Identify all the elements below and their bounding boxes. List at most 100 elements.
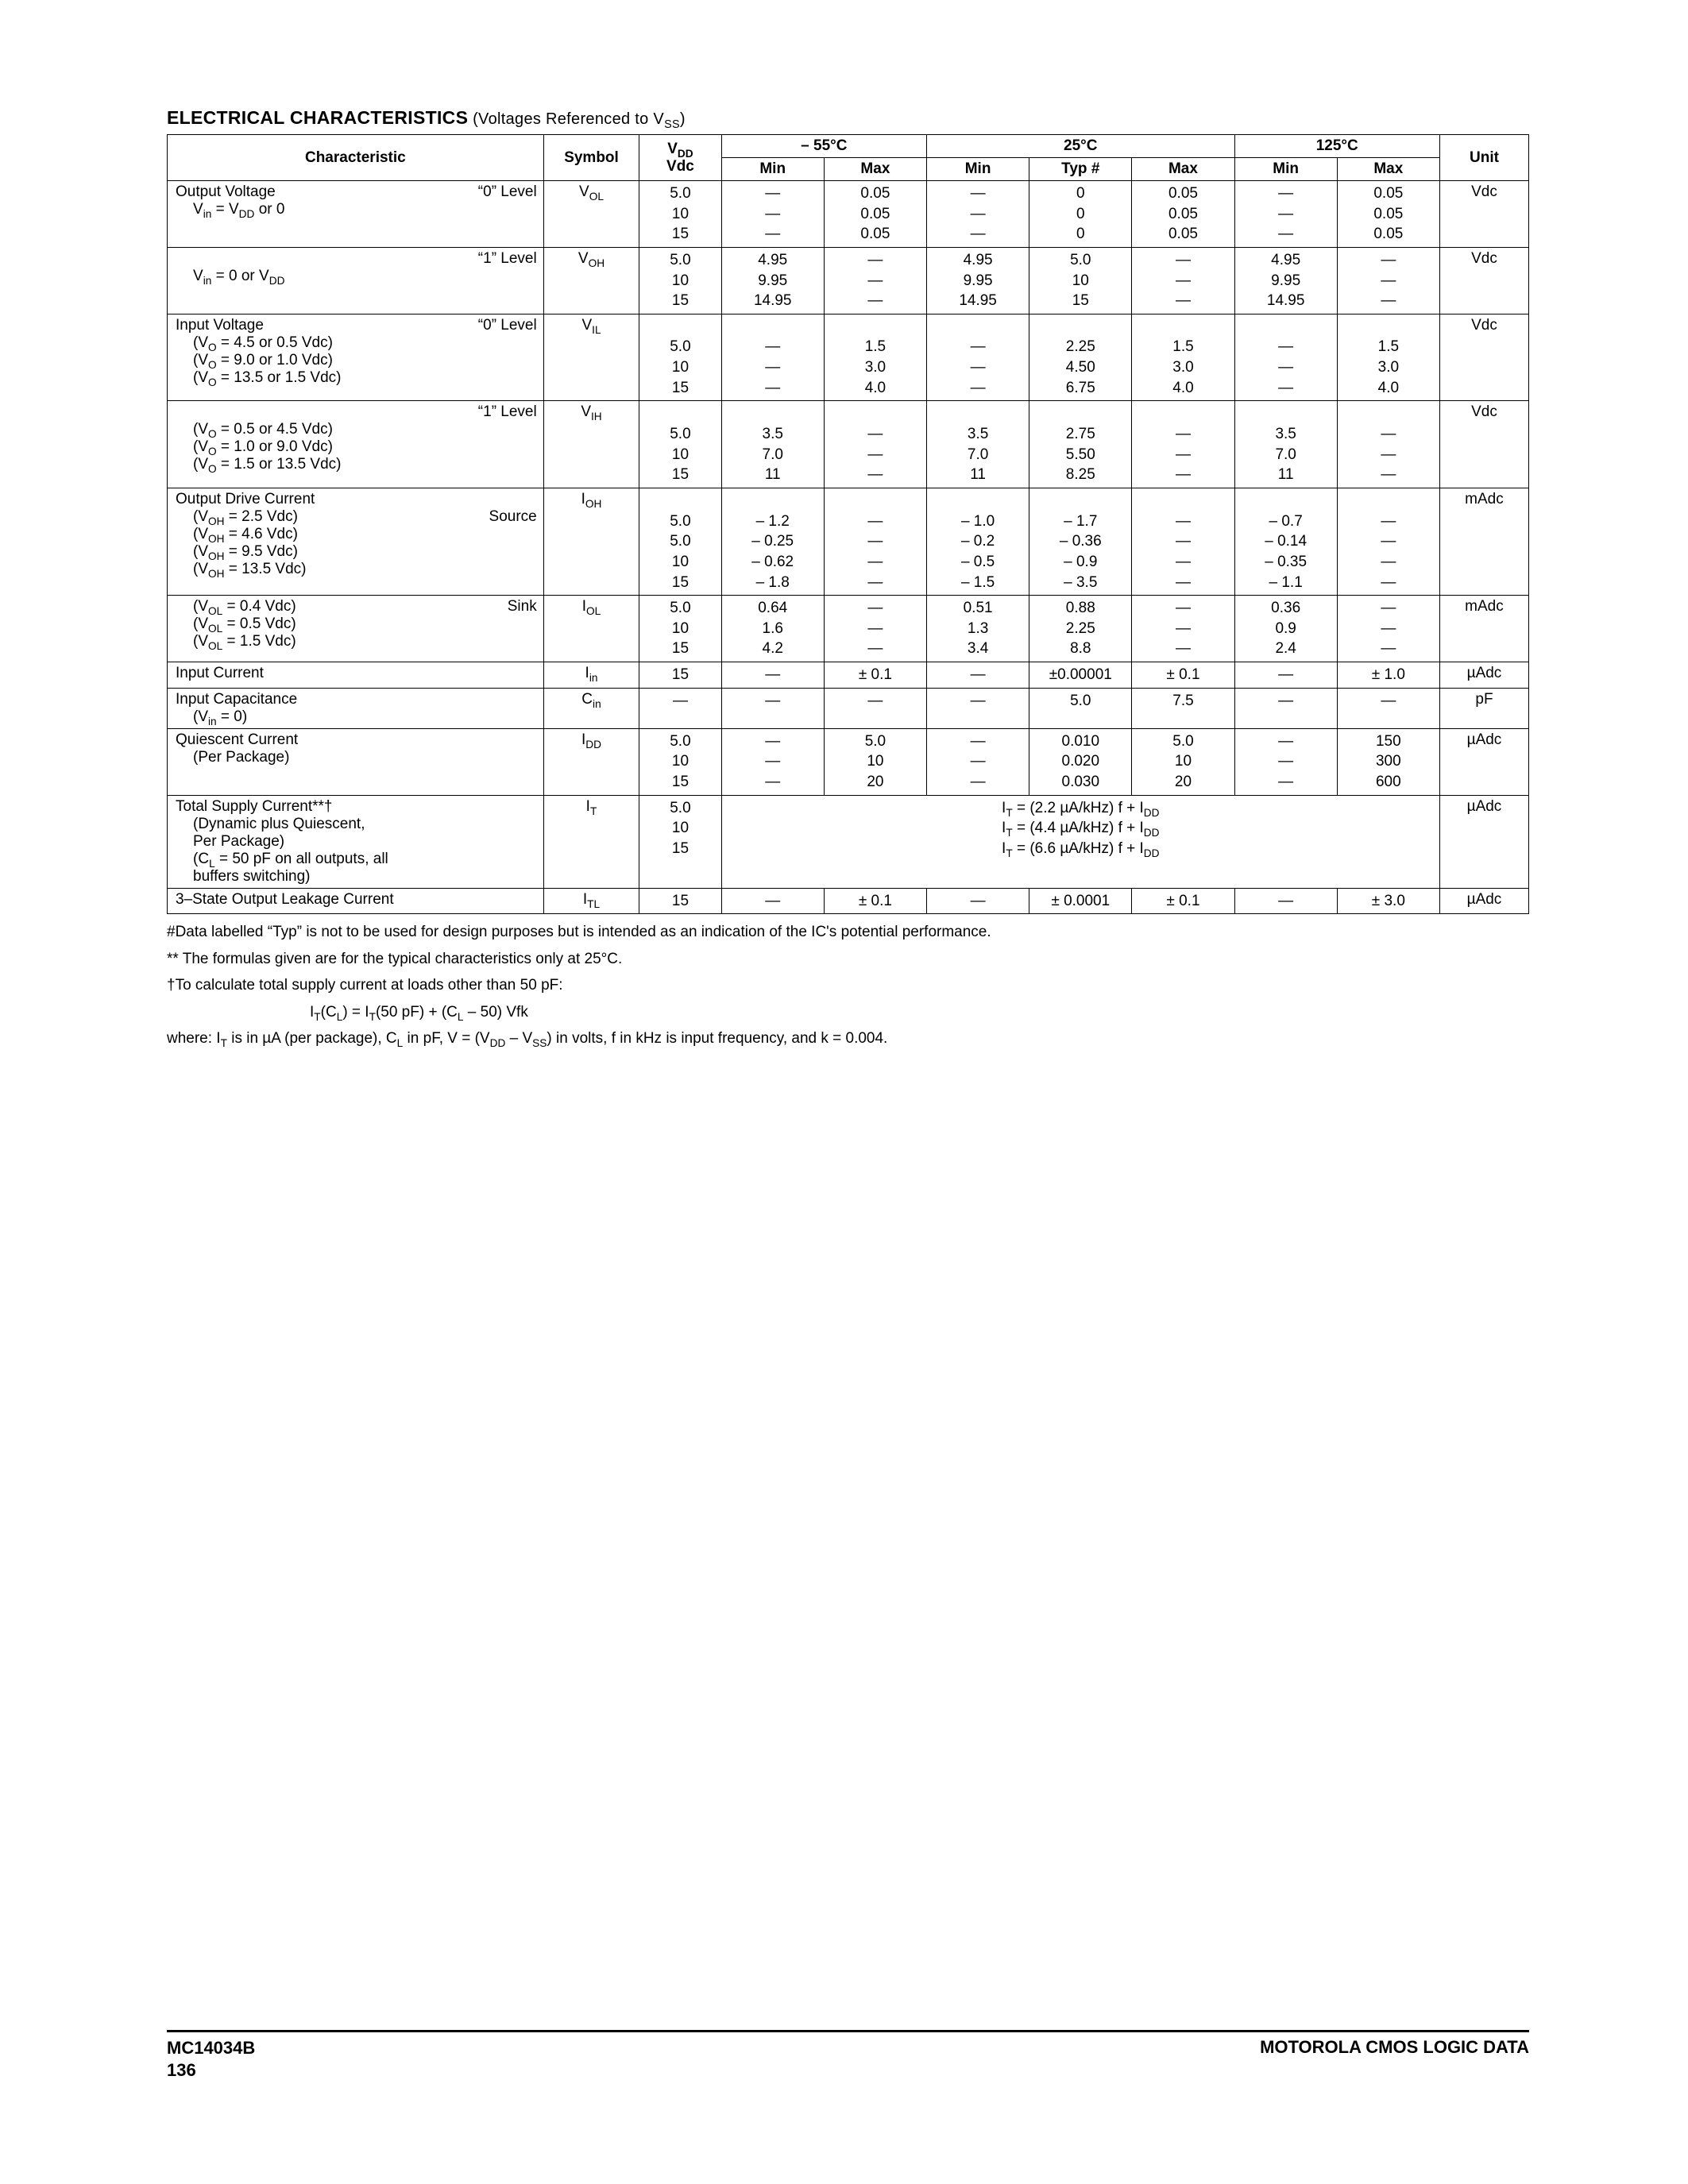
table-cell: 5.01015: [639, 247, 721, 314]
table-cell: 7.5: [1132, 688, 1234, 728]
table-cell: ———: [1337, 401, 1439, 488]
table-row: Input Capacitance(Vin = 0)Cin————5.07.5—…: [168, 688, 1529, 728]
table-cell: 5.01015: [639, 181, 721, 248]
hdr-temp-neg55: – 55°C: [721, 135, 926, 158]
table-cell: 15: [639, 888, 721, 914]
table-cell: —: [927, 888, 1029, 914]
table-cell: 5.01015: [639, 795, 721, 888]
table-cell: 15: [639, 662, 721, 689]
table-row: (VOL = 0.4 Vdc)Sink(VOL = 0.5 Vdc)(VOL =…: [168, 596, 1529, 662]
table-row: 3–State Output Leakage CurrentITL15—± 0.…: [168, 888, 1529, 914]
characteristic-cell: “1” LevelVin = 0 or VDD: [168, 247, 544, 314]
table-cell: ————: [1337, 488, 1439, 595]
table-cell: 000: [1029, 181, 1132, 248]
table-row: Output Drive Current(VOH = 2.5 Vdc)Sourc…: [168, 488, 1529, 595]
table-cell: 1.53.04.0: [1132, 314, 1234, 401]
table-cell: 5.0: [1029, 688, 1132, 728]
table-cell: 5.01015: [639, 728, 721, 795]
table-cell: – 1.2– 0.25– 0.62– 1.8: [721, 488, 824, 595]
table-cell: 0.511.33.4: [927, 596, 1029, 662]
table-cell: 5.01015: [639, 596, 721, 662]
table-cell: ———: [1132, 247, 1234, 314]
table-cell: 0.050.050.05: [1132, 181, 1234, 248]
table-cell: 5.01015: [639, 401, 721, 488]
table-cell: ———: [1132, 401, 1234, 488]
characteristic-cell: “1” Level(VO = 0.5 or 4.5 Vdc)(VO = 1.0 …: [168, 401, 544, 488]
table-cell: 0.0100.0200.030: [1029, 728, 1132, 795]
table-cell: ———: [927, 314, 1029, 401]
table-row: Total Supply Current**†(Dynamic plus Qui…: [168, 795, 1529, 888]
hdr-temp-25: 25°C: [927, 135, 1235, 158]
hdr-max: Max: [1132, 158, 1234, 181]
unit-cell: Vdc: [1439, 314, 1528, 401]
table-cell: 5.01015: [639, 314, 721, 401]
table-cell: 0.360.92.4: [1234, 596, 1337, 662]
unit-cell: pF: [1439, 688, 1528, 728]
table-cell: —: [1337, 688, 1439, 728]
characteristic-cell: Input Current: [168, 662, 544, 689]
table-cell: ———: [824, 596, 926, 662]
unit-cell: µAdc: [1439, 662, 1528, 689]
footnotes: #Data labelled “Typ” is not to be used f…: [167, 920, 1529, 1050]
table-cell: —: [824, 688, 926, 728]
table-cell: ± 0.1: [1132, 888, 1234, 914]
hdr-min: Min: [721, 158, 824, 181]
table-cell: 1.53.04.0: [1337, 314, 1439, 401]
table-cell: ± 1.0: [1337, 662, 1439, 689]
characteristic-cell: Quiescent Current(Per Package): [168, 728, 544, 795]
table-cell: 5.01020: [1132, 728, 1234, 795]
symbol-cell: IT: [543, 795, 639, 888]
symbol-cell: VIH: [543, 401, 639, 488]
unit-cell: µAdc: [1439, 795, 1528, 888]
table-cell: 0.882.258.8: [1029, 596, 1132, 662]
characteristic-cell: (VOL = 0.4 Vdc)Sink(VOL = 0.5 Vdc)(VOL =…: [168, 596, 544, 662]
table-cell: 2.254.506.75: [1029, 314, 1132, 401]
table-cell: ———: [1132, 596, 1234, 662]
electrical-characteristics-table: Characteristic Symbol VDDVdc – 55°C 25°C…: [167, 134, 1529, 914]
table-cell: —: [927, 662, 1029, 689]
table-cell: 4.959.9514.95: [1234, 247, 1337, 314]
table-cell: – 1.0– 0.2– 0.5– 1.5: [927, 488, 1029, 595]
table-cell: ± 3.0: [1337, 888, 1439, 914]
table-cell: 0.050.050.05: [824, 181, 926, 248]
note-where: where: IT is in µA (per package), CL in …: [167, 1027, 1529, 1050]
characteristic-cell: Input Voltage“0” Level(VO = 4.5 or 0.5 V…: [168, 314, 544, 401]
table-cell: ———: [721, 314, 824, 401]
table-cell: 5.01020: [824, 728, 926, 795]
footer-brand: MOTOROLA CMOS LOGIC DATA: [1260, 2037, 1529, 2058]
table-cell: ± 0.1: [824, 888, 926, 914]
footer-page-number: 136: [167, 2059, 255, 2082]
table-cell: 5.05.01015: [639, 488, 721, 595]
table-cell: ± 0.0001: [1029, 888, 1132, 914]
table-cell: —: [721, 662, 824, 689]
characteristic-cell: Total Supply Current**†(Dynamic plus Qui…: [168, 795, 544, 888]
symbol-cell: ITL: [543, 888, 639, 914]
table-cell: —: [1234, 688, 1337, 728]
table-cell: 3.57.011: [927, 401, 1029, 488]
table-cell: 4.959.9514.95: [927, 247, 1029, 314]
unit-cell: Vdc: [1439, 181, 1528, 248]
hdr-unit: Unit: [1439, 135, 1528, 181]
symbol-cell: VOL: [543, 181, 639, 248]
table-cell: 5.01015: [1029, 247, 1132, 314]
unit-cell: Vdc: [1439, 247, 1528, 314]
table-cell: 150300600: [1337, 728, 1439, 795]
table-cell: ———: [927, 728, 1029, 795]
hdr-vdd: VDDVdc: [639, 135, 721, 181]
note-formula: IT(CL) = IT(50 pF) + (CL – 50) Vfk: [167, 1001, 1529, 1024]
hdr-typ: Typ #: [1029, 158, 1132, 181]
symbol-cell: IOL: [543, 596, 639, 662]
hdr-symbol: Symbol: [543, 135, 639, 181]
characteristic-cell: Output Drive Current(VOH = 2.5 Vdc)Sourc…: [168, 488, 544, 595]
symbol-cell: VOH: [543, 247, 639, 314]
table-cell: 1.53.04.0: [824, 314, 926, 401]
table-cell: ———: [1234, 728, 1337, 795]
formula-cell: IT = (2.2 µA/kHz) f + IDDIT = (4.4 µA/kH…: [721, 795, 1439, 888]
table-cell: —: [1234, 888, 1337, 914]
characteristic-cell: Input Capacitance(Vin = 0): [168, 688, 544, 728]
table-cell: ———: [1337, 596, 1439, 662]
symbol-cell: VIL: [543, 314, 639, 401]
hdr-min: Min: [1234, 158, 1337, 181]
table-cell: ±0.00001: [1029, 662, 1132, 689]
table-cell: —: [721, 888, 824, 914]
